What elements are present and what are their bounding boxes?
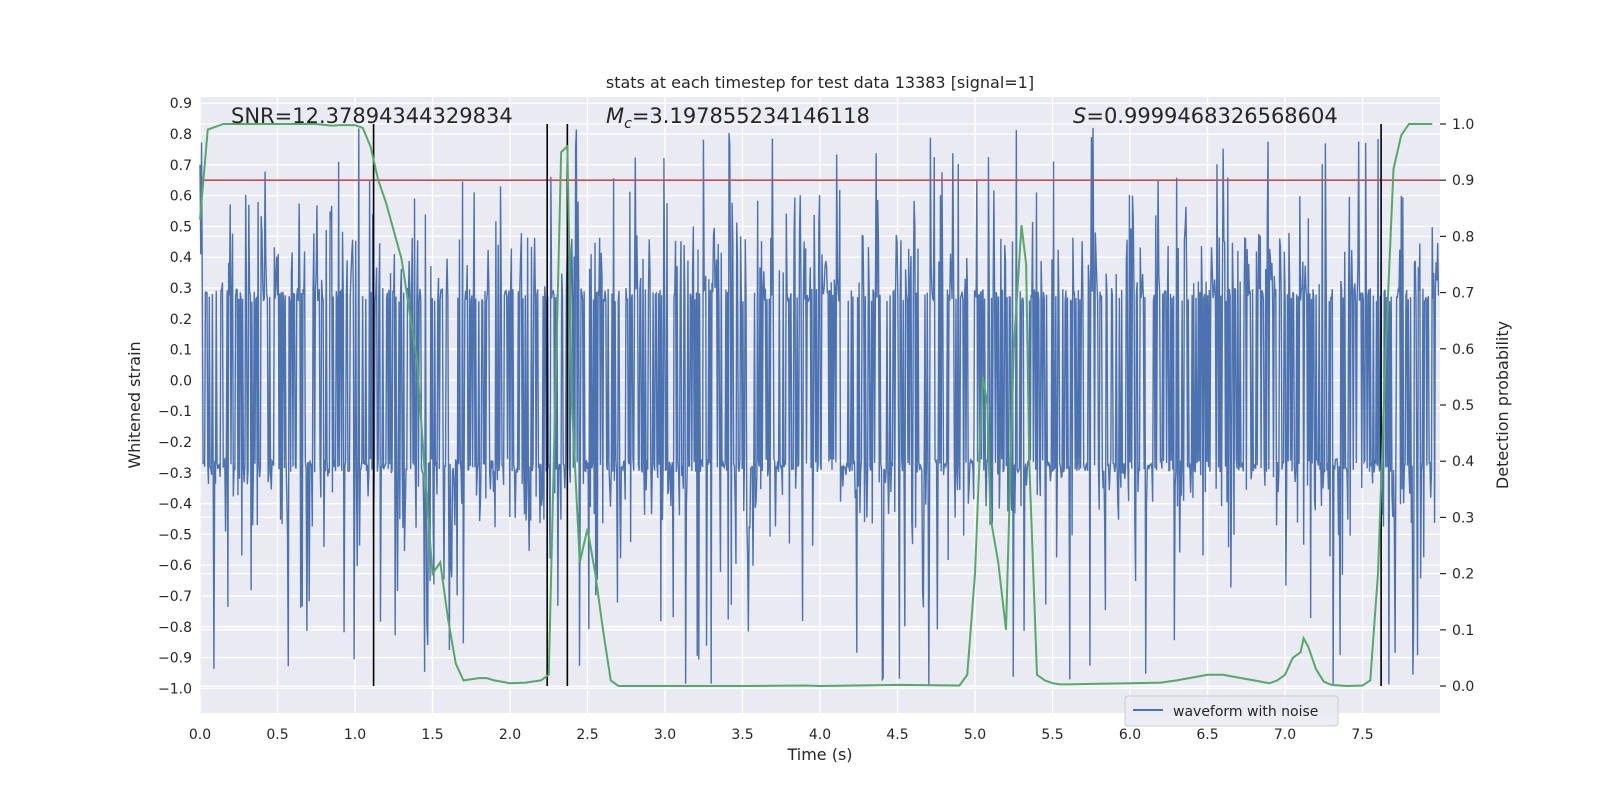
chirp-mass-subscript: c (624, 116, 632, 132)
x-tick-label: 0.0 (189, 727, 211, 743)
y-right-tick-label: 0.6 (1452, 342, 1474, 358)
x-tick-label: 7.5 (1351, 727, 1373, 743)
chirp-mass-symbol: M (606, 104, 624, 128)
chirp-mass-value: =3.197855234146118 (632, 104, 870, 128)
y-axis-right-label: Detection probability (1493, 321, 1512, 489)
y-left-tick-label: 0.8 (170, 127, 192, 143)
y-right-tick-label: 0.7 (1452, 286, 1474, 302)
x-tick-label: 6.5 (1196, 727, 1218, 743)
detection-probability-line (199, 122, 1433, 688)
x-tick-label: 4.5 (886, 727, 908, 743)
significance-symbol: S (1073, 104, 1086, 128)
y-left-tick-label: −0.4 (158, 497, 192, 513)
significance-value: =0.9999468326568604 (1086, 104, 1337, 128)
legend: waveform with noise (1124, 695, 1339, 727)
x-axis-ticks: 0.0 0.5 1.0 1.5 2.0 2.5 3.0 3.5 4.0 4.5 5.0 5.5 6.0 6… (189, 727, 1374, 743)
y-right-tick-label: 0.2 (1452, 567, 1474, 583)
y-right-tick-label: 0.5 (1452, 398, 1474, 414)
y-left-tick-label: −0.7 (158, 589, 192, 605)
y-left-tick-label: −0.6 (158, 558, 192, 574)
waveform-series (199, 127, 1440, 685)
x-tick-label: 2.0 (499, 727, 521, 743)
y-left-tick-label: 0.9 (170, 96, 192, 112)
y-left-tick-label: 0.1 (170, 343, 192, 359)
y-left-tick-label: −0.2 (158, 435, 192, 451)
y-right-tick-label: 0.1 (1452, 623, 1474, 639)
x-axis-label: Time (s) (786, 745, 852, 764)
x-tick-label: 4.0 (809, 727, 831, 743)
x-tick-label: 5.0 (964, 727, 986, 743)
chirp-mass-annotation: Mc=3.197855234146118 (606, 104, 870, 132)
significance-annotation: S=0.9999468326568604 (1073, 104, 1338, 128)
vertical-lines (372, 123, 1382, 687)
snr-annotation: SNR=12.37894344329834 (231, 104, 513, 128)
y-right-tick-label: 1.0 (1452, 117, 1474, 133)
y-left-tick-label: −0.3 (158, 466, 192, 482)
legend-box (1124, 695, 1339, 727)
y-left-tick-label: 0.3 (170, 281, 192, 297)
waveform-with-noise-line (199, 127, 1440, 685)
x-tick-label: 7.0 (1274, 727, 1296, 743)
x-tick-label: 1.0 (344, 727, 366, 743)
y-axis-right-ticks: 1.0 0.9 0.8 0.7 0.6 0.5 0.4 0.3 0.2 0.1 0.0 (1440, 117, 1474, 695)
x-tick-label: 3.0 (654, 727, 676, 743)
y-right-tick-label: 0.4 (1452, 454, 1474, 470)
y-left-tick-label: 0.4 (170, 250, 192, 266)
x-tick-label: 2.5 (576, 727, 598, 743)
y-left-tick-label: −0.5 (158, 527, 192, 543)
x-tick-label: 3.5 (731, 727, 753, 743)
legend-label: waveform with noise (1173, 704, 1318, 720)
y-left-tick-label: −0.8 (158, 620, 192, 636)
y-axis-left-ticks: 0.9 0.8 0.7 0.6 0.5 0.4 0.3 0.2 0.1 0.0 −0.1 −0.2 −0… (158, 96, 192, 697)
y-left-tick-label: 0.2 (170, 312, 192, 328)
y-right-tick-label: 0.3 (1452, 510, 1474, 526)
probability-series (199, 122, 1433, 688)
y-axis-left-label: Whitened strain (125, 341, 144, 468)
y-right-tick-label: 0.0 (1452, 679, 1474, 695)
x-tick-label: 0.5 (266, 727, 288, 743)
y-right-tick-label: 0.8 (1452, 229, 1474, 245)
y-left-tick-label: −1.0 (158, 681, 192, 697)
y-left-tick-label: −0.9 (158, 651, 192, 667)
y-left-tick-label: 0.6 (170, 189, 192, 205)
chart-title: stats at each timestep for test data 133… (606, 73, 1034, 92)
y-right-tick-label: 0.9 (1452, 173, 1474, 189)
x-tick-label: 6.0 (1119, 727, 1141, 743)
y-left-tick-label: −0.1 (158, 404, 192, 420)
y-left-tick-label: 0.7 (170, 158, 192, 174)
x-tick-label: 5.5 (1041, 727, 1063, 743)
x-tick-label: 1.5 (421, 727, 443, 743)
y-left-tick-label: 0.0 (170, 373, 192, 389)
y-left-tick-label: 0.5 (170, 219, 192, 235)
